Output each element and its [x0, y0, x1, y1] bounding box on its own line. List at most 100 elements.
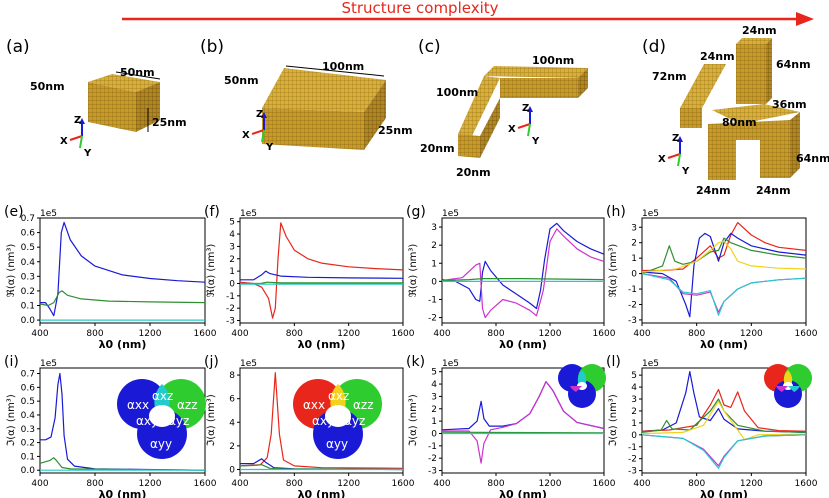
venn-inset-l	[764, 364, 812, 408]
scale-label: 1e5	[40, 209, 57, 219]
z-axis-head	[527, 106, 533, 112]
dim-label: 100nm	[532, 54, 574, 67]
venn-inset-i: αxx αxz αzz αxy αyz αyy	[117, 379, 206, 459]
panel-label: (i)	[4, 354, 19, 370]
x-tick-label: 1200	[139, 329, 162, 339]
x-tick-label: 1600	[194, 329, 217, 339]
block-front-arm	[458, 134, 480, 158]
scale-label: 1e5	[240, 359, 257, 369]
dim-label: 20nm	[456, 166, 491, 179]
dim-label: 25nm	[378, 124, 413, 137]
dim-label: 100nm	[436, 86, 478, 99]
x-tick-label: 400	[31, 329, 48, 339]
x-tick-label: 1600	[392, 479, 415, 489]
venn-label: αyy	[326, 437, 348, 451]
y-axis-arrow	[261, 129, 265, 143]
y-tick-label: -3	[226, 317, 235, 327]
y-axis-label: ℑ(α) (nm³)	[206, 394, 217, 447]
y-axis-label: Y	[83, 148, 92, 159]
y-tick-label: 5	[431, 368, 437, 378]
x-axis-label: X	[658, 154, 666, 165]
y-tick-label: -2	[428, 314, 437, 324]
dim-label: 24nm	[700, 50, 735, 63]
scale-label: 1e5	[642, 209, 659, 219]
x-axis-label: λ0 (nm)	[499, 338, 547, 351]
x-tick-label: 400	[31, 479, 48, 489]
y-tick-label: 0	[431, 429, 437, 439]
chart-l: (l) 1e5 400 800 1200 1600 -3 -2 -1 0 1 2 3 4 5 λ0 (nm) ℑ…	[606, 354, 818, 498]
arm-bottom-right	[760, 140, 790, 178]
x-axis-label: λ0 (nm)	[298, 488, 346, 498]
dim-label: 24nm	[742, 24, 777, 37]
panel-label: (f)	[204, 204, 220, 220]
y-tick-label: 1	[431, 417, 437, 427]
y-tick-label: 3	[229, 242, 235, 252]
plot-frame	[441, 217, 605, 324]
series-line	[641, 434, 807, 469]
block-side	[364, 80, 386, 150]
y-tick-label: 0.7	[21, 214, 35, 224]
venn-label: αzz	[177, 398, 198, 412]
dim-label: 72nm	[652, 70, 687, 83]
y-tick-label: 3	[631, 395, 637, 405]
y-axis-label: ℜ(α) (nm³)	[408, 244, 419, 298]
y-tick-label: -1	[226, 292, 235, 302]
series-line	[641, 273, 807, 316]
structure-d: (d) 24nm 64nm 24nm 72nm 36nm 80nm 64nm 2…	[642, 24, 829, 197]
x-tick-label: 1200	[539, 479, 562, 489]
y-tick-label: 5	[229, 218, 235, 228]
plot-frame	[39, 217, 206, 324]
x-axis-label: X	[242, 130, 250, 141]
x-tick-label: 800	[688, 479, 705, 489]
center-top	[712, 104, 800, 124]
block-top-arm	[458, 76, 500, 136]
series-line	[239, 222, 404, 319]
arm-top-front	[736, 44, 766, 104]
y-tick-label: 2	[631, 407, 637, 417]
x-axis-label: X	[508, 124, 516, 135]
dim-label: 100nm	[322, 60, 364, 73]
y-axis-label: ℜ(α) (nm³)	[608, 244, 619, 298]
block-side	[480, 98, 500, 158]
z-axis-head	[677, 136, 683, 142]
arrow-head	[796, 12, 814, 26]
y-tick-label: 4	[631, 383, 637, 393]
series-line	[441, 278, 605, 282]
y-axis-label: ℜ(α) (nm³)	[206, 244, 217, 298]
x-axis-label: λ0 (nm)	[99, 488, 147, 498]
dim-label: 64nm	[796, 152, 829, 165]
series-line	[441, 431, 605, 434]
block-top	[88, 74, 160, 92]
y-tick-label: 0.4	[21, 258, 36, 268]
series-line	[442, 381, 605, 464]
chart-i: (i) 1e5 400 800 1200 1600 0.0 0.1 0.2 0.3 0.4 0.5 0.…	[4, 354, 217, 498]
y-axis-label: ℑ(α) (nm³)	[608, 394, 619, 447]
block-side-long	[578, 68, 588, 98]
dim-label: 64nm	[776, 58, 811, 71]
y-tick-label: 0	[229, 279, 235, 289]
x-tick-label: 800	[86, 329, 103, 339]
venn-label: αxx	[127, 398, 149, 412]
venn-inset-j: αxx αxz αzz αxy αyz αyy	[293, 379, 382, 459]
y-tick-label: 3	[631, 223, 637, 233]
y-tick-label: 1	[229, 267, 235, 277]
x-axis-arrow	[517, 123, 531, 129]
y-tick-label: 2	[229, 442, 235, 452]
z-axis-label: Z	[74, 115, 81, 126]
y-tick-label: 0.1	[21, 302, 35, 312]
y-tick-label: 0.1	[21, 452, 35, 462]
y-tick-label: -2	[628, 300, 637, 310]
x-tick-label: 1600	[194, 479, 217, 489]
x-tick-label: 800	[286, 329, 303, 339]
chart-f: (f) 1e5 400 800 1200 1600 -3 -2 -1 0 1 2 3 4 5 λ0 (nm) ℜ…	[204, 204, 415, 351]
x-tick-label: 1600	[392, 329, 415, 339]
venn-label: αyz	[344, 414, 365, 428]
dim-label: 20nm	[420, 142, 455, 155]
x-axis-label: λ0 (nm)	[700, 338, 748, 351]
structure-label: (b)	[200, 37, 224, 57]
arm-bottom-left	[708, 140, 736, 180]
series-line	[39, 290, 206, 307]
y-tick-label: -3	[628, 467, 637, 477]
x-tick-label: 400	[231, 479, 248, 489]
